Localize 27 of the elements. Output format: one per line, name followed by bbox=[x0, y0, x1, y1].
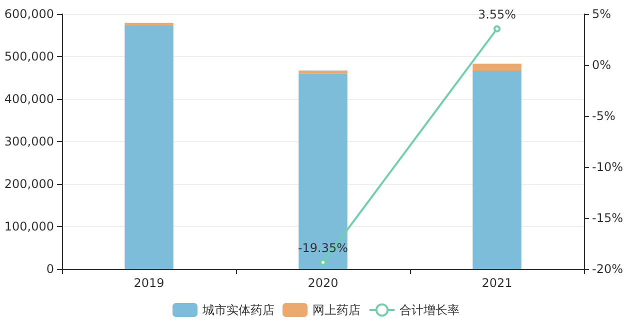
y-tick-label: 300,000 bbox=[4, 134, 54, 148]
y2-tick-label: 0% bbox=[592, 58, 612, 72]
legend-label: 网上药店 bbox=[312, 303, 360, 317]
bar bbox=[472, 70, 522, 269]
x-tick-label: 2020 bbox=[308, 276, 338, 290]
bar bbox=[298, 74, 348, 269]
legend-label: 合计增长率 bbox=[400, 303, 460, 317]
y-tick-label: 100,000 bbox=[4, 220, 54, 234]
y2-tick-label: -5% bbox=[592, 109, 616, 123]
bar bbox=[472, 64, 522, 71]
y-tick-label: 600,000 bbox=[4, 7, 54, 21]
legend-label: 城市实体药店 bbox=[202, 303, 274, 317]
y2-tick-label: -15% bbox=[592, 211, 624, 225]
y-tick-label: 400,000 bbox=[4, 92, 54, 106]
y2-tick-label: 5% bbox=[592, 7, 612, 21]
data-label: -19.35% bbox=[298, 240, 348, 255]
y2-tick-label: -10% bbox=[592, 160, 624, 174]
bar bbox=[298, 70, 348, 74]
x-tick-label: 2019 bbox=[134, 276, 164, 290]
y-tick-label: 200,000 bbox=[4, 177, 54, 191]
x-tick-label: 2021 bbox=[482, 276, 512, 290]
y2-tick-label: -20% bbox=[592, 262, 624, 276]
y-tick-label: 500,000 bbox=[4, 50, 54, 64]
data-label: 3.55% bbox=[478, 7, 516, 22]
y-tick-label: 0 bbox=[46, 262, 54, 276]
bar bbox=[124, 22, 174, 26]
bar bbox=[124, 25, 174, 269]
